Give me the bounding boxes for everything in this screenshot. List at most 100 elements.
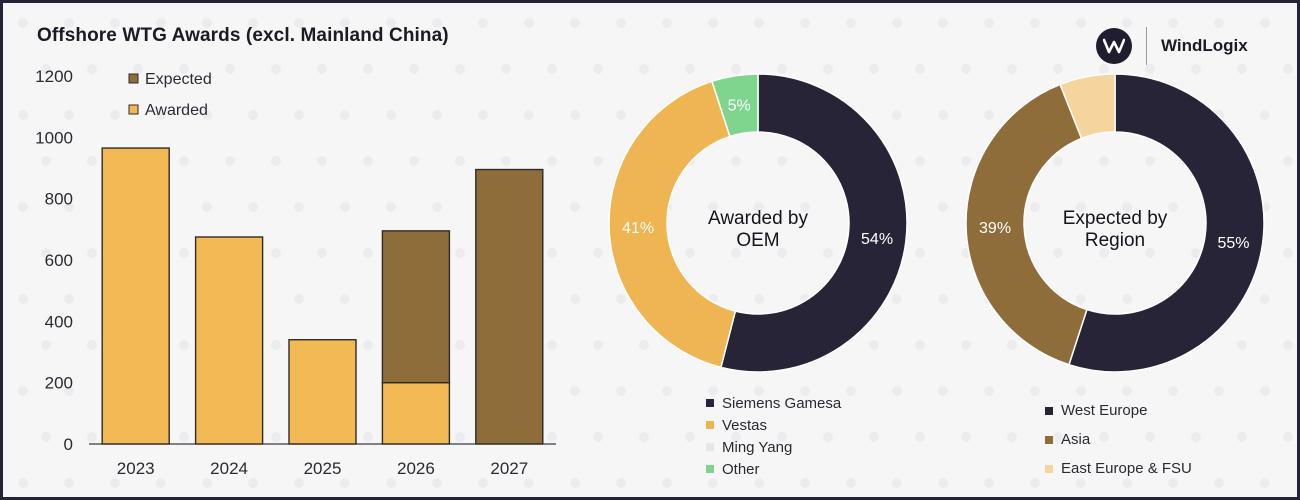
background-dot <box>1283 248 1293 258</box>
background-dot <box>1053 432 1063 442</box>
background-dot <box>1053 64 1063 74</box>
background-dot <box>1283 64 1293 74</box>
background-dot <box>846 18 856 28</box>
background-dot <box>1122 18 1132 28</box>
donut-oem-center-line2: OEM <box>736 230 780 251</box>
background-dot <box>938 110 948 120</box>
background-dot <box>708 202 718 212</box>
donut-slice <box>965 83 1088 366</box>
background-dot <box>1099 432 1109 442</box>
background-dot <box>455 156 465 166</box>
background-dot <box>363 248 373 258</box>
background-dot <box>156 110 166 120</box>
legend-swatch <box>706 465 714 473</box>
background-dot <box>961 156 971 166</box>
background-dot <box>708 386 718 396</box>
background-dot <box>593 248 603 258</box>
legend-item-vestas: Vestas <box>706 414 841 436</box>
background-dot <box>616 18 626 28</box>
background-dot <box>64 202 74 212</box>
legend-label: West Europe <box>1061 402 1148 419</box>
background-dot <box>731 156 741 166</box>
background-dot <box>1191 248 1201 258</box>
donut-slice-label: 39% <box>979 220 1011 237</box>
background-dot <box>1145 156 1155 166</box>
background-dot <box>87 248 97 258</box>
background-dot <box>616 386 626 396</box>
donut-region-center-line2: Region <box>1084 230 1146 251</box>
background-dot <box>938 386 948 396</box>
background-dot <box>248 18 258 28</box>
legend-item-siemens: Siemens Gamesa <box>706 392 841 414</box>
background-dot <box>961 340 971 350</box>
background-dot <box>110 110 120 120</box>
background-dot <box>478 18 488 28</box>
background-dot <box>570 202 580 212</box>
background-dot <box>639 340 649 350</box>
y-tick-label: 400 <box>45 312 73 331</box>
background-dot <box>1168 386 1178 396</box>
background-dot <box>823 248 833 258</box>
x-tick-label: 2027 <box>490 459 528 478</box>
background-dot <box>869 340 879 350</box>
background-dot <box>984 110 994 120</box>
legend-oem: Siemens Gamesa Vestas Ming Yang Other <box>706 392 841 480</box>
background-dot <box>409 64 419 74</box>
background-dot <box>156 478 166 488</box>
background-dot <box>1260 18 1270 28</box>
background-dot <box>432 18 442 28</box>
x-tick-label: 2024 <box>210 459 248 478</box>
background-dot <box>501 64 511 74</box>
background-dot <box>1122 202 1132 212</box>
legend-swatch <box>706 443 714 451</box>
background-dot <box>1260 478 1270 488</box>
background-dot <box>754 478 764 488</box>
background-dot <box>179 432 189 442</box>
background-dot <box>1007 432 1017 442</box>
background-dot <box>593 340 603 350</box>
background-dot <box>915 340 925 350</box>
legend-swatch <box>706 421 714 429</box>
background-dot <box>455 64 465 74</box>
background-dot <box>1283 340 1293 350</box>
background-dot <box>1030 386 1040 396</box>
background-dot <box>386 110 396 120</box>
background-dot <box>685 248 695 258</box>
background-dot <box>1283 432 1293 442</box>
background-dot <box>1168 18 1178 28</box>
background-dot <box>639 432 649 442</box>
background-dot <box>800 386 810 396</box>
background-dot <box>524 110 534 120</box>
background-dot <box>18 478 28 488</box>
background-dot <box>662 386 672 396</box>
background-dot <box>340 202 350 212</box>
background-dot <box>754 386 764 396</box>
background-dot <box>18 110 28 120</box>
background-dot <box>961 432 971 442</box>
background-dot <box>547 156 557 166</box>
background-dot <box>1145 64 1155 74</box>
bar-awarded <box>194 236 264 445</box>
background-dot <box>892 386 902 396</box>
background-dot <box>869 64 879 74</box>
background-dot <box>271 156 281 166</box>
background-dot <box>984 386 994 396</box>
background-dot <box>432 110 442 120</box>
legend-item-west-europe: West Europe <box>1045 396 1192 425</box>
background-dot <box>915 248 925 258</box>
background-dot <box>455 248 465 258</box>
background-dot <box>754 202 764 212</box>
background-dot <box>271 340 281 350</box>
donut-slice-label: 54% <box>861 231 893 248</box>
background-dot <box>1260 386 1270 396</box>
background-dot <box>87 340 97 350</box>
background-dot <box>1260 294 1270 304</box>
background-dot <box>340 478 350 488</box>
background-dot <box>1099 156 1109 166</box>
background-dot <box>340 294 350 304</box>
donut-oem-center-line1: Awarded by <box>708 208 808 229</box>
background-dot <box>248 478 258 488</box>
donut-slice <box>711 73 759 138</box>
background-dot <box>938 478 948 488</box>
